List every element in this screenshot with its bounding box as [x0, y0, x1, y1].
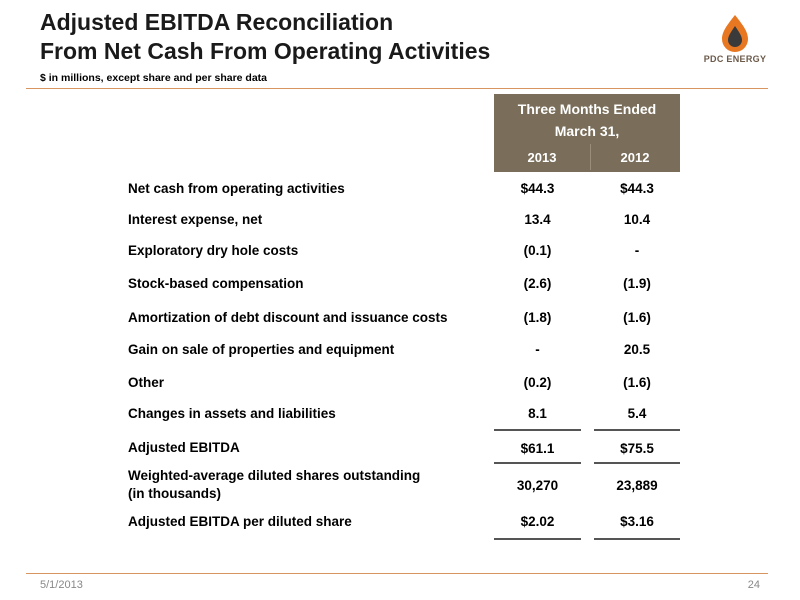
row-label-adjusted-ebitda: Adjusted EBITDA: [128, 440, 240, 455]
logo-wordmark: PDC ENERGY: [703, 54, 767, 64]
value-2012-amortization: (1.6): [623, 310, 651, 325]
company-logo: PDC ENERGY: [702, 14, 768, 66]
value-2012-dry-hole-costs: -: [634, 243, 640, 258]
subtotal-rule-2012: [594, 429, 680, 431]
row-label-dry-hole-costs: Exploratory dry hole costs: [128, 243, 299, 258]
value-2013-diluted-shares: 30,270: [516, 478, 559, 493]
period-header-line1: Three Months Ended: [517, 101, 657, 117]
value-2013-stock-comp: (2.6): [523, 276, 552, 291]
row-label-ebitda-per-share: Adjusted EBITDA per diluted share: [128, 514, 352, 529]
value-2013-adjusted-ebitda: $61.1: [520, 441, 555, 456]
total-rule-2012: [594, 462, 680, 464]
final-rule-2012: [594, 538, 680, 540]
row-label-amortization: Amortization of debt discount and issuan…: [128, 310, 448, 325]
value-2013-other: (0.2): [523, 375, 552, 390]
value-2012-other: (1.6): [623, 375, 651, 390]
row-label-gain-on-sale: Gain on sale of properties and equipment: [128, 342, 395, 357]
period-header-line2: March 31,: [554, 123, 620, 139]
total-rule-2013: [494, 462, 581, 464]
column-header: Three Months Ended March 31, 2013 2012: [494, 94, 680, 172]
value-2012-net-cash: $44.3: [620, 181, 654, 196]
value-2012-interest-expense: 10.4: [623, 212, 651, 227]
year-2013-header: 2013: [527, 150, 557, 165]
value-2013-ebitda-per-share: $2.02: [520, 514, 555, 529]
slide-title-line1: Adjusted EBITDA Reconciliation: [40, 9, 394, 35]
slide-title: Adjusted EBITDA Reconciliation From Net …: [40, 8, 660, 66]
value-2013-gain-on-sale: -: [535, 342, 540, 357]
value-2012-gain-on-sale: 20.5: [623, 342, 651, 357]
value-2012-stock-comp: (1.9): [623, 276, 651, 291]
slide-title-line2: From Net Cash From Operating Activities: [40, 38, 491, 64]
value-2013-amortization: (1.8): [523, 310, 552, 325]
row-label-diluted-shares-line2: (in thousands): [128, 486, 221, 501]
footer-date: 5/1/2013: [40, 579, 83, 591]
value-2012-changes-assets: 5.4: [627, 406, 647, 421]
value-2012-diluted-shares: 23,889: [616, 478, 658, 493]
value-2013-changes-assets: 8.1: [528, 406, 547, 421]
footer-divider: [26, 573, 768, 574]
row-label-changes-assets: Changes in assets and liabilities: [128, 406, 336, 421]
page-number: 24: [747, 579, 760, 591]
row-label-net-cash: Net cash from operating activities: [128, 181, 345, 196]
year-separator: [590, 144, 591, 170]
row-label-other: Other: [128, 375, 165, 390]
final-rule-2013: [494, 538, 581, 540]
header-divider: [26, 88, 768, 89]
value-2013-dry-hole-costs: (0.1): [523, 243, 552, 258]
value-2013-interest-expense: 13.4: [524, 212, 551, 227]
subtotal-rule-2013: [494, 429, 581, 431]
value-2012-adjusted-ebitda: $75.5: [620, 441, 654, 456]
value-2012-ebitda-per-share: $3.16: [620, 514, 654, 529]
row-label-stock-comp: Stock-based compensation: [128, 276, 304, 291]
row-label-interest-expense: Interest expense, net: [128, 212, 263, 227]
value-2013-net-cash: $44.3: [520, 181, 555, 196]
year-2012-header: 2012: [620, 150, 650, 165]
units-note: $ in millions, except share and per shar…: [40, 72, 268, 84]
pdc-flame-drop-icon: [722, 15, 748, 52]
row-label-diluted-shares-line1: Weighted-average diluted shares outstand…: [128, 468, 421, 483]
